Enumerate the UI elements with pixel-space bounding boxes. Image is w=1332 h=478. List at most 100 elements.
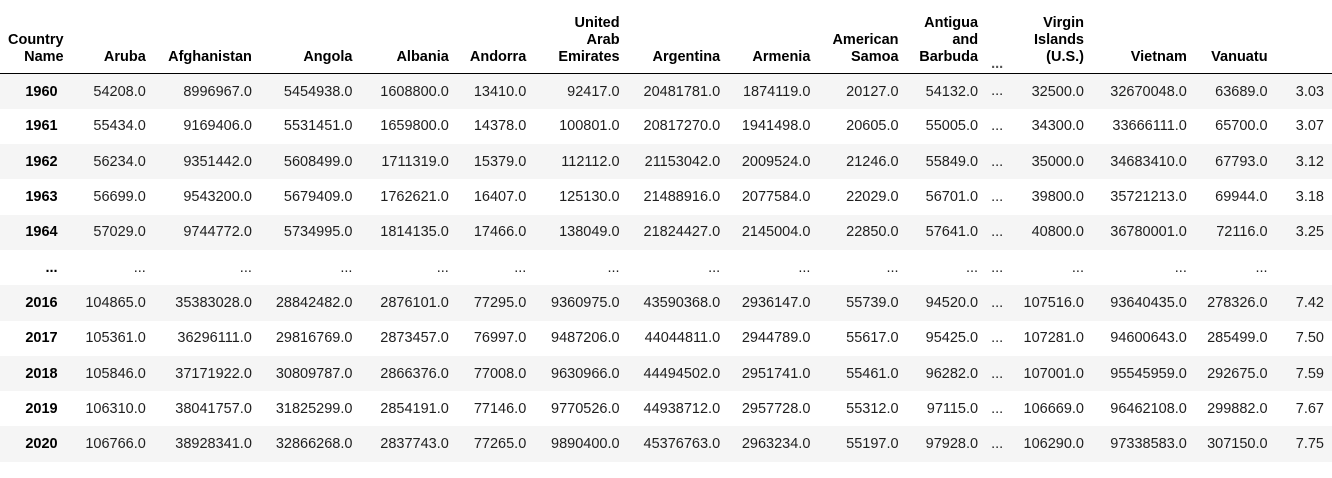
table-cell: 56701.0	[925, 189, 979, 206]
table-cell: ...	[966, 259, 979, 276]
table-cell: 95545959.0	[1110, 365, 1187, 382]
table-cell: 93640435.0	[1110, 294, 1187, 311]
table-cell: 9630966.0	[551, 365, 620, 382]
table-cell: 13410.0	[473, 84, 527, 101]
table-cell: 285499.0	[1207, 330, 1268, 347]
table-cell: 36296111.0	[177, 330, 252, 347]
row-index-cell: 1964	[25, 224, 58, 241]
header-line: Angola	[303, 49, 353, 65]
column-header: Vietnam	[1092, 0, 1195, 74]
table-cell: 9351442.0	[183, 153, 252, 170]
table-row: 2020 106766.0 38928341.0 32866268.0 2837743.…	[0, 426, 1332, 462]
header-line: Country	[8, 32, 64, 48]
header-line: Name	[24, 49, 64, 65]
header-line: Barbuda	[919, 49, 979, 65]
table-cell: 20481781.0	[643, 84, 721, 101]
table-cell: 55461.0	[846, 365, 899, 382]
table-cell: 22850.0	[846, 224, 899, 241]
table-row: 2019 106310.0 38041757.0 31825299.0 2854191.…	[0, 391, 1332, 426]
table-cell: 5608499.0	[283, 153, 353, 170]
table-cell: 22029.0	[846, 189, 899, 206]
table-cell: 29816769.0	[275, 330, 353, 347]
table-cell: 105846.0	[85, 365, 146, 382]
header-line: Emirates	[558, 49, 620, 65]
table-cell: 96462108.0	[1110, 400, 1187, 417]
table-cell: ...	[886, 259, 899, 276]
column-header: Angola	[259, 0, 361, 74]
table-cell: ...	[991, 330, 1004, 347]
table-row: 2017 105361.0 36296111.0 29816769.0 2873457.…	[0, 321, 1332, 356]
table-cell: 7.42	[1295, 294, 1324, 311]
table-cell: 57641.0	[925, 224, 979, 241]
table-cell: ...	[340, 259, 353, 276]
table-cell: 31825299.0	[275, 400, 353, 417]
table-cell: 34300.0	[1031, 118, 1084, 135]
table-cell: 77295.0	[473, 294, 527, 311]
table-cell: ...	[991, 400, 1004, 417]
table-cell: 1874119.0	[742, 84, 811, 101]
table-cell: 55617.0	[846, 330, 899, 347]
table-cell: ...	[436, 259, 449, 276]
table-cell: 299882.0	[1207, 400, 1268, 417]
table-cell: 44494502.0	[643, 365, 721, 382]
table-body: 1960 54208.0 8996967.0 5454938.0 1608800.0 13…	[0, 73, 1332, 462]
table-cell: 2145004.0	[741, 224, 811, 241]
header-line: Armenia	[752, 49, 811, 65]
table-row: 1962 56234.0 9351442.0 5608499.0 1711319.0 15…	[0, 144, 1332, 180]
column-header	[1275, 0, 1332, 74]
table-cell: ...	[1174, 259, 1187, 276]
table-cell: 2951741.0	[741, 365, 811, 382]
table-cell: 37171922.0	[175, 365, 252, 382]
table-cell: 92417.0	[567, 84, 620, 101]
table-cell: 9890400.0	[551, 436, 620, 453]
table-cell: 9770526.0	[551, 400, 620, 417]
table-cell: ...	[991, 153, 1004, 170]
table-cell: 44938712.0	[643, 400, 721, 417]
table-cell: 1941498.0	[741, 118, 811, 135]
table-cell: 278326.0	[1207, 294, 1268, 311]
table-cell: 3.07	[1295, 118, 1324, 135]
table-cell: 5531451.0	[283, 118, 353, 135]
table-cell: 292675.0	[1207, 365, 1268, 382]
table-cell: ...	[607, 259, 620, 276]
table-cell: ...	[991, 436, 1004, 453]
table-cell: 94600643.0	[1110, 330, 1187, 347]
table-cell: 77146.0	[473, 400, 527, 417]
table-cell: 14378.0	[473, 118, 527, 135]
column-header: Vanuatu	[1194, 0, 1276, 74]
table-cell: 21153042.0	[644, 153, 721, 170]
header-line: Andorra	[469, 49, 527, 65]
table-cell: 7.75	[1295, 436, 1324, 453]
row-index-cell: ...	[45, 259, 58, 276]
table-cell: 54208.0	[93, 84, 146, 101]
table-cell: 96282.0	[925, 365, 979, 382]
table-cell: 106310.0	[85, 400, 146, 417]
table-cell: 106669.0	[1023, 400, 1084, 417]
table-cell: 55739.0	[846, 294, 899, 311]
index-header-cell: Country Name	[0, 0, 72, 74]
table-cell: 56699.0	[93, 189, 146, 206]
table-cell: ...	[991, 118, 1004, 135]
table-cell: 104865.0	[85, 294, 146, 311]
table-cell: 100801.0	[559, 118, 620, 135]
header-line: and	[952, 32, 979, 48]
table-cell: 2866376.0	[380, 365, 449, 382]
table-cell: ...	[514, 259, 527, 276]
table-cell: ...	[991, 83, 1004, 100]
table-cell: 1762621.0	[380, 189, 449, 206]
header-line: Antigua	[924, 15, 979, 31]
table-cell: 55197.0	[846, 436, 899, 453]
table-cell: ...	[991, 294, 1004, 311]
column-header: Antigua and Barbuda	[906, 0, 987, 74]
table-cell: 55434.0	[93, 118, 146, 135]
table-cell: 17466.0	[473, 224, 527, 241]
table-cell: ...	[991, 259, 1004, 276]
table-cell: ...	[133, 259, 146, 276]
header-line: Albania	[396, 49, 449, 65]
table-cell: ...	[1255, 259, 1268, 276]
header-row: Country Name Aruba Afghanistan Angola Albania…	[0, 0, 1332, 74]
table-cell: 2936147.0	[741, 294, 811, 311]
row-index-cell: 2016	[25, 294, 58, 311]
table-cell: 36780001.0	[1110, 224, 1187, 241]
